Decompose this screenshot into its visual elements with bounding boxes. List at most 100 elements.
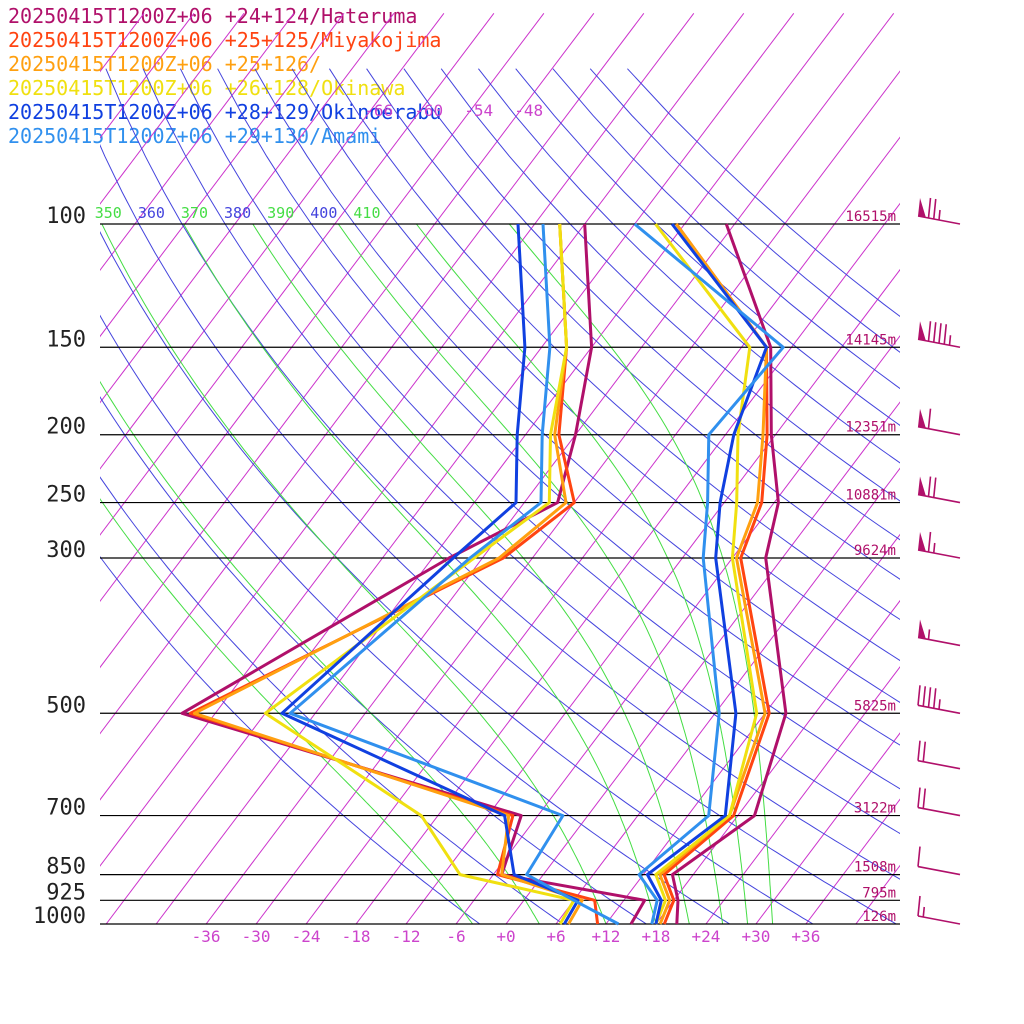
wind-barb-pennant xyxy=(918,619,926,639)
wind-barb-full xyxy=(927,687,932,708)
wind-barb-full xyxy=(922,788,927,809)
wind-barb-full xyxy=(932,688,937,709)
isotherm-line xyxy=(100,12,545,602)
dry-adiabat-line xyxy=(515,68,900,426)
temperature-tick-label: +6 xyxy=(546,927,565,946)
wind-barb-full xyxy=(927,408,932,429)
isotherm-line xyxy=(100,12,445,470)
wind-barb-full xyxy=(932,322,937,343)
isotherm-line xyxy=(305,136,900,924)
height-label: 16515m xyxy=(845,209,896,225)
isotherm-line xyxy=(100,12,695,801)
dry-adiabat-line xyxy=(217,68,900,746)
isotherm-line xyxy=(605,533,900,924)
isotherm-line xyxy=(1006,13,1024,924)
wind-barb xyxy=(917,197,961,225)
dry-adiabat-line xyxy=(440,68,900,502)
theta-label: 390 xyxy=(267,204,294,222)
temperature-profile-line xyxy=(670,223,788,925)
isotherm-line xyxy=(906,13,1024,924)
isotherm-line xyxy=(255,70,900,924)
legend-entry-hateruma: 20250415T1200Z+06 +24+124/Hateruma xyxy=(8,4,418,28)
moist-adiabat-line xyxy=(101,223,607,924)
temperature-tick-label: -24 xyxy=(292,927,321,946)
upper-temperature-label: -54 xyxy=(464,101,493,120)
wind-barb-full xyxy=(917,685,921,706)
wind-barb-half xyxy=(922,906,926,918)
legend: 20250415T1200Z+06 +24+124/Hateruma 20250… xyxy=(8,4,441,148)
pressure-label: 850 xyxy=(46,855,86,880)
isotherm-line xyxy=(100,12,145,73)
temperature-profile-line xyxy=(654,223,759,925)
theta-label: 360 xyxy=(138,204,165,222)
wind-barb xyxy=(917,531,961,559)
wind-barb-full xyxy=(943,324,948,345)
wind-barb-full xyxy=(932,477,937,498)
temperature-profile-line xyxy=(633,222,785,925)
wind-barb-staff xyxy=(917,425,961,436)
temperature-tick-label: -12 xyxy=(392,927,421,946)
wind-barb-staff xyxy=(917,865,961,876)
isotherm-line xyxy=(100,12,295,272)
wind-barb xyxy=(917,619,961,647)
isotherm-line xyxy=(355,202,900,924)
pressure-label: 100 xyxy=(46,204,86,229)
dry-adiabat-line xyxy=(328,68,900,621)
temperature-tick-label: +18 xyxy=(641,927,670,946)
temperature-tick-label: -6 xyxy=(446,927,465,946)
wind-barb-half xyxy=(938,209,941,221)
pressure-label: 250 xyxy=(46,483,86,508)
wind-barb-full xyxy=(917,787,921,808)
wind-barb-full xyxy=(922,741,927,762)
dry-adiabat-line xyxy=(366,68,900,580)
legend-entry-miyakojima: 20250415T1200Z+06 +25+125/Miyakojima xyxy=(8,28,442,52)
pressure-label: 700 xyxy=(46,796,86,821)
wind-barb-pennant xyxy=(918,476,926,497)
upper-temperature-label: -66 xyxy=(364,101,393,120)
isotherm-line xyxy=(555,467,900,924)
wind-barb-staff xyxy=(917,549,961,559)
wind-barb-half xyxy=(932,542,936,554)
upper-temperature-label: -60 xyxy=(414,101,443,120)
dewpoint-profile-line xyxy=(180,223,647,925)
height-label: 12351m xyxy=(845,420,896,436)
wind-barb-full xyxy=(927,476,932,497)
height-label: 1508m xyxy=(854,860,896,876)
pressure-label: 300 xyxy=(46,538,86,563)
wind-barb-half xyxy=(927,629,931,640)
dry-adiabat-line xyxy=(627,68,900,318)
isotherm-line xyxy=(100,12,745,867)
wind-barb xyxy=(917,895,961,925)
wind-barb-pennant xyxy=(918,321,926,341)
temperature-tick-label: +12 xyxy=(592,927,621,946)
dry-adiabat-line xyxy=(100,555,481,924)
moist-adiabat-line xyxy=(100,380,540,924)
isotherm-line xyxy=(100,12,645,735)
theta-label: 370 xyxy=(181,204,208,222)
legend-entry-okinoerabu: 20250415T1200Z+06 +28+129/Okinoerabu xyxy=(8,100,442,124)
dewpoint-profile-line xyxy=(192,223,584,925)
wind-barb-full xyxy=(922,686,927,707)
dry-adiabat-line xyxy=(100,144,898,924)
wind-barb-full xyxy=(938,323,942,344)
temperature-tick-label: -36 xyxy=(192,927,221,946)
pressure-label: 150 xyxy=(46,327,86,352)
isotherm-line xyxy=(705,666,900,924)
upper-temperature-label: -48 xyxy=(514,101,543,120)
wind-barb xyxy=(917,685,961,715)
height-label: 126m xyxy=(862,909,896,925)
wind-barb xyxy=(917,476,961,504)
dewpoint-profile-line xyxy=(288,223,620,926)
pressure-label: 1000 xyxy=(33,904,86,929)
height-label: 795m xyxy=(862,885,896,901)
wind-barb-staff xyxy=(917,915,961,925)
height-label: 3122m xyxy=(854,801,896,817)
dry-adiabat-line xyxy=(100,314,731,924)
wind-barb xyxy=(917,787,961,817)
isotherm-line xyxy=(100,12,195,139)
height-label: 14145m xyxy=(845,332,896,348)
temperature-profile-line xyxy=(658,223,768,925)
wind-barb-full xyxy=(932,198,937,220)
theta-label: 380 xyxy=(224,204,251,222)
wind-barb-full xyxy=(927,197,932,219)
